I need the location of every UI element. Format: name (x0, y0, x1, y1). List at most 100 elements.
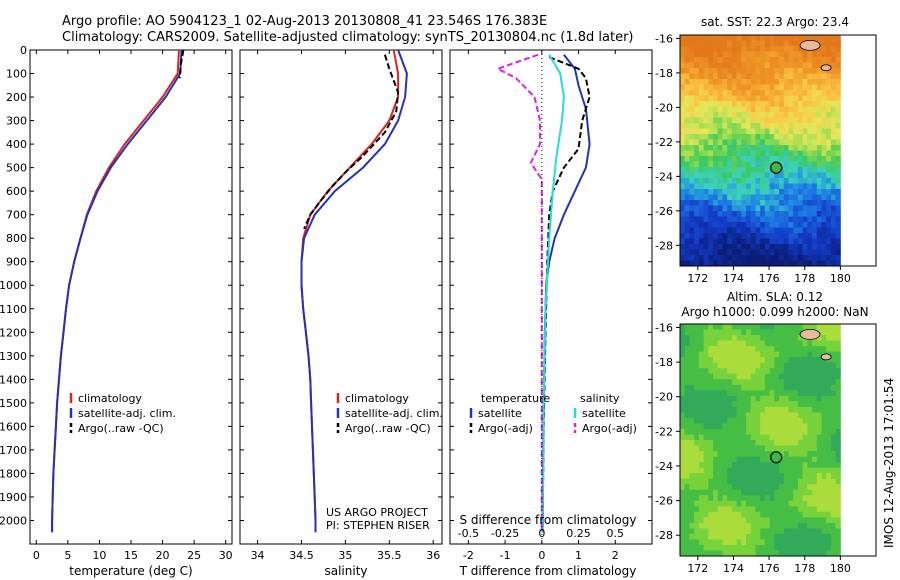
map-cell (821, 340, 827, 347)
map-cell (698, 145, 705, 151)
map-cell (807, 101, 813, 107)
map-cell (816, 357, 822, 364)
map-cell (774, 46, 780, 52)
map-cell (694, 395, 700, 402)
map-cell (698, 401, 705, 408)
map-cell (727, 84, 733, 91)
map-cell (736, 150, 742, 157)
map-cell (722, 412, 728, 419)
map-cell (788, 90, 794, 96)
map-cell (727, 462, 733, 469)
map-cell (821, 134, 827, 140)
map-cell (741, 260, 747, 267)
map-cell (680, 222, 686, 228)
map-cell (731, 533, 738, 540)
map-cell (708, 167, 714, 173)
map-cell (826, 533, 832, 540)
map-cell (708, 473, 714, 480)
map-cell (769, 462, 775, 469)
map-cell (816, 134, 822, 140)
map-cell (736, 249, 742, 256)
map-cell (755, 238, 761, 245)
map-cell (835, 412, 841, 419)
map-cell (797, 451, 804, 457)
map-cell (779, 528, 785, 535)
map-cell (680, 101, 686, 107)
map-cell (717, 150, 723, 157)
map-cell (713, 200, 719, 206)
map-cell (698, 40, 705, 47)
map-cell (774, 357, 780, 364)
map-cell (764, 238, 771, 245)
map-cell (694, 478, 700, 485)
map-cell (741, 238, 747, 245)
map-cell (797, 249, 804, 256)
map-cell (684, 156, 690, 162)
map-cell (760, 255, 766, 261)
map-cell (788, 429, 794, 435)
map-cell (821, 533, 827, 540)
map-cell (731, 68, 738, 74)
map-cell (783, 156, 789, 162)
map-cell (788, 260, 794, 267)
map-cell (708, 324, 714, 330)
map-cell (717, 550, 723, 557)
map-cell (779, 489, 785, 496)
map-cell (783, 134, 789, 140)
map-cell (797, 123, 804, 129)
map-cell (736, 211, 742, 217)
map-cell (741, 489, 747, 496)
map-cell (689, 417, 695, 424)
map-cell (727, 238, 733, 245)
map-cell (788, 329, 794, 336)
map-cell (812, 134, 818, 140)
map-cell (779, 216, 785, 223)
map-cell (779, 161, 785, 168)
map-cell (736, 550, 742, 557)
map-cell (722, 473, 728, 480)
map-cell (741, 440, 747, 446)
map-cell (698, 484, 705, 491)
map-cell (736, 406, 742, 413)
map-cell (689, 46, 695, 52)
map-cell (680, 478, 686, 485)
map-cell (783, 550, 789, 557)
map-cell (793, 511, 799, 518)
map-cell (755, 401, 761, 408)
map-cell (717, 233, 723, 239)
map-cell (698, 123, 705, 129)
map-cell (826, 417, 832, 424)
map-cell (783, 172, 789, 179)
map-cell (727, 189, 733, 195)
map-cell (750, 260, 756, 267)
map-cell (788, 156, 794, 162)
map-cell (769, 417, 775, 424)
map-cell (760, 128, 766, 135)
map-cell (736, 401, 742, 408)
map-cell (816, 255, 822, 261)
map-cell (703, 238, 709, 245)
map-cell (830, 73, 837, 80)
map-cell (779, 473, 785, 480)
map-cell (769, 500, 775, 507)
map-cell (835, 183, 841, 190)
map-cell (689, 161, 695, 168)
map-cell (821, 90, 827, 96)
map-cell (703, 346, 709, 353)
map-cell (769, 106, 775, 113)
map-cell (736, 95, 742, 102)
map-cell (835, 462, 841, 469)
map-cell (830, 40, 837, 47)
map-cell (689, 244, 695, 250)
map-cell (835, 244, 841, 250)
map-cell (722, 489, 728, 496)
map-cell (755, 434, 761, 441)
map-cell (812, 233, 818, 239)
map-cell (764, 205, 771, 212)
map-cell (826, 244, 832, 250)
map-cell (680, 346, 686, 353)
map-cell (826, 249, 832, 256)
map-cell (826, 429, 832, 435)
map-cell (694, 522, 700, 529)
map-cell (783, 478, 789, 485)
